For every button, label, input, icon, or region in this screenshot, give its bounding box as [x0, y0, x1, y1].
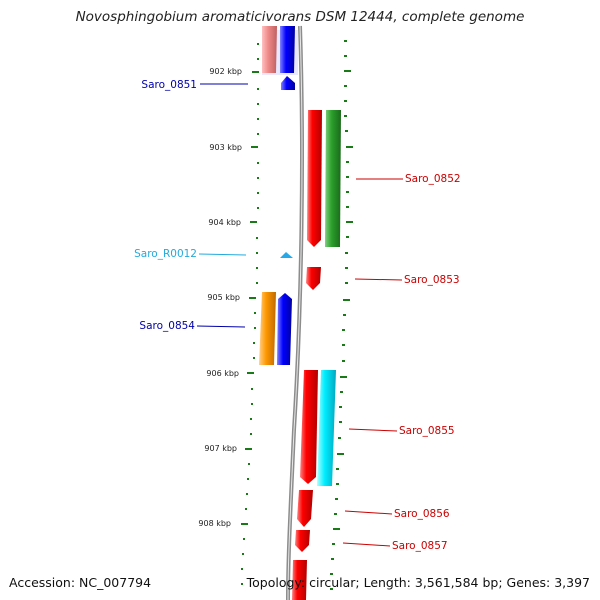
- gene-feature-saro-0856[interactable]: [297, 490, 313, 527]
- gene-feature-saro-0851[interactable]: [281, 76, 295, 90]
- forward-strand-genes[interactable]: [292, 110, 341, 600]
- reverse-strand-genes[interactable]: [259, 26, 295, 365]
- gene-feature-saro-0852[interactable]: [307, 110, 322, 247]
- gene-label-saro-0855[interactable]: Saro_0855: [399, 425, 455, 437]
- genome-backbone-highlight: [287, 25, 303, 600]
- gene-feature-green[interactable]: [325, 110, 341, 247]
- gene-feature-bottom[interactable]: [292, 560, 307, 600]
- connector-saro-0855: [348, 428, 398, 432]
- gene-feature-cyan[interactable]: [317, 370, 336, 486]
- tick-label: 908 kbp: [198, 519, 231, 528]
- gene-label-saro-0851[interactable]: Saro_0851: [141, 79, 197, 91]
- tick-label: 905 kbp: [207, 293, 240, 302]
- gene-feature-saro-0855[interactable]: [300, 370, 318, 484]
- gene-label-saro-0852[interactable]: Saro_0852: [405, 173, 461, 185]
- label-connectors: [196, 83, 403, 547]
- connector-saro-0854: [196, 325, 246, 328]
- inner-ruler-ticks: [241, 43, 259, 585]
- gene-label-saro-r0012[interactable]: Saro_R0012: [134, 248, 197, 260]
- tick-label: 902 kbp: [209, 67, 242, 76]
- gene-feature-saro-0854-orange[interactable]: [259, 292, 276, 365]
- major-ticks: [241, 71, 259, 525]
- connector-saro-r0012: [198, 253, 247, 256]
- gene-feature-saro-0857[interactable]: [295, 530, 310, 552]
- accession-text: Accession: NC_007794: [9, 575, 152, 590]
- connector-saro-0857: [342, 542, 391, 547]
- connector-saro-0853: [354, 278, 403, 281]
- gene-label-saro-0856[interactable]: Saro_0856: [394, 508, 450, 520]
- gene-label-saro-0853[interactable]: Saro_0853: [404, 274, 460, 286]
- gene-labels[interactable]: Saro_0851 Saro_0852 Saro_R0012 Saro_0853…: [134, 79, 460, 552]
- topology-text: Topology: circular; Length: 3,561,584 bp…: [246, 575, 590, 590]
- tick-labels: 902 kbp 903 kbp 904 kbp 905 kbp 906 kbp …: [198, 67, 242, 528]
- gene-feature-saro-0853[interactable]: [306, 267, 321, 290]
- tick-label: 903 kbp: [209, 143, 242, 152]
- connector-saro-0856: [344, 510, 393, 515]
- gene-label-saro-0854[interactable]: Saro_0854: [139, 320, 195, 332]
- gene-feature-pink[interactable]: [262, 26, 277, 73]
- gene-feature-blue-top[interactable]: [280, 26, 295, 73]
- genome-title: Novosphingobium aromaticivorans DSM 1244…: [75, 9, 525, 25]
- gene-label-saro-0857[interactable]: Saro_0857: [392, 540, 448, 552]
- gene-feature-saro-0854[interactable]: [277, 293, 292, 365]
- tick-label: 904 kbp: [208, 218, 241, 227]
- tick-label: 907 kbp: [204, 444, 237, 453]
- gene-feature-saro-r0012[interactable]: [280, 252, 293, 258]
- outer-ruler-ticks: [330, 40, 353, 590]
- tick-label: 906 kbp: [206, 369, 239, 378]
